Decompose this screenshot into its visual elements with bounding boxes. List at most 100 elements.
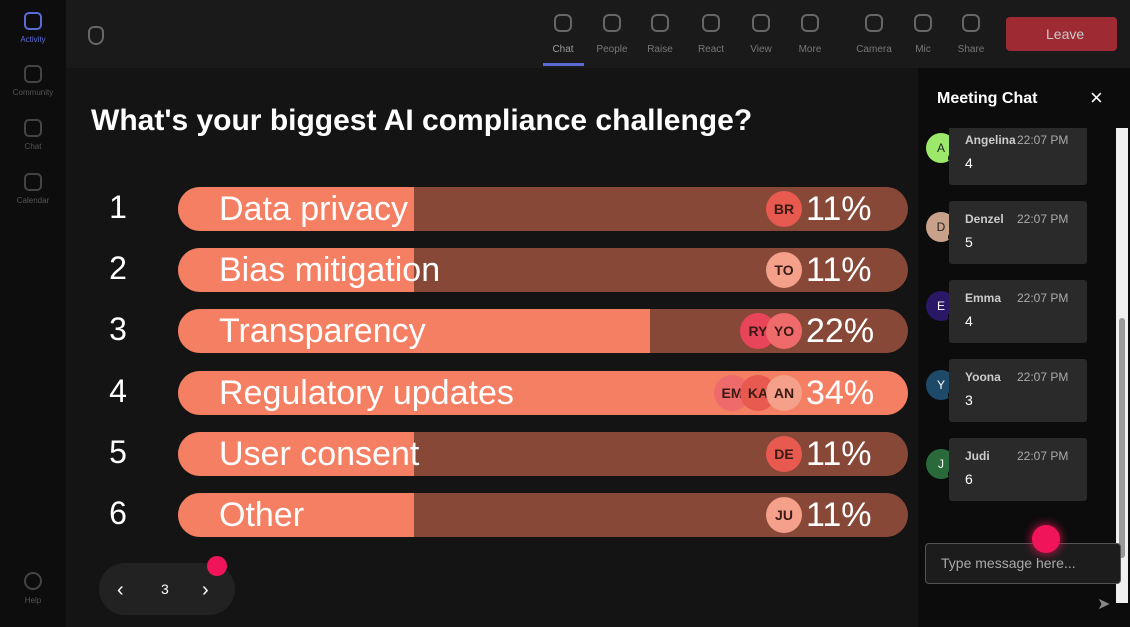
voter-avatar: JU <box>766 497 802 533</box>
option-label: Data privacy <box>219 190 408 228</box>
toolbar-item[interactable]: Raise <box>647 44 673 55</box>
toolbar-item[interactable]: More <box>798 44 822 55</box>
toolbar-item[interactable]: React <box>697 44 725 55</box>
sender-name: Judi <box>965 449 990 463</box>
toolbar-item[interactable]: Share <box>957 44 985 55</box>
toolbar: Chat People Raise React View More Camera Mic Sha… <box>66 0 1130 68</box>
option-fill <box>178 309 651 354</box>
option-label: Other <box>219 496 305 534</box>
message-input[interactable]: Type message here... <box>925 543 1121 584</box>
voter-avatar: DE <box>766 435 802 472</box>
sidebar-item[interactable]: Calendar <box>16 196 50 205</box>
message-text: 4 <box>965 313 973 329</box>
option-percent: 22% <box>806 312 875 351</box>
toolbar-icon <box>865 14 883 32</box>
prev-button[interactable]: ‹ <box>117 579 124 601</box>
toolbar-icon <box>801 14 819 32</box>
toolbar-item[interactable]: Camera <box>856 44 892 55</box>
option-bar: User consent DE 11% <box>178 431 908 476</box>
voter-avatar: BR <box>766 191 802 227</box>
message-text: 4 <box>965 155 973 171</box>
sidebar-icon <box>24 12 42 30</box>
option-percent: 11% <box>806 434 872 473</box>
message-time: 22:07 PM <box>1017 291 1069 305</box>
help-icon <box>24 572 42 590</box>
poll-question: What's your biggest AI compliance challe… <box>91 104 753 137</box>
message-bubble: Yoona 22:07 PM 3 <box>949 359 1087 422</box>
sidebar-icon <box>24 65 42 83</box>
message-text: 6 <box>965 471 973 487</box>
sender-name: Emma <box>965 291 1002 305</box>
sidebar-item[interactable]: Community <box>12 88 54 97</box>
next-button[interactable]: › <box>202 579 209 601</box>
sender-name: Yoona <box>965 370 1001 384</box>
toolbar-item[interactable]: Mic <box>915 44 931 55</box>
option-fill <box>178 248 415 293</box>
sidebar-item[interactable]: Activity <box>20 35 46 44</box>
option-label: Regulatory updates <box>219 373 514 412</box>
option-number: 5 <box>109 433 127 470</box>
voter-avatar: AN <box>766 374 802 411</box>
send-button[interactable]: ➤ <box>1097 596 1111 613</box>
voter-avatar: TO <box>766 252 802 289</box>
option-bar: Transparency RY YO 22% <box>178 309 908 354</box>
toolbar-icon <box>603 14 621 32</box>
option-percent: 34% <box>806 373 875 412</box>
scroll-thumb[interactable] <box>1119 318 1125 558</box>
close-button[interactable]: × <box>1090 85 1103 110</box>
message-text: 5 <box>965 234 973 250</box>
toolbar-item[interactable]: View <box>750 44 772 55</box>
option-percent: 11% <box>806 496 872 534</box>
option-percent: 11% <box>806 251 872 290</box>
toolbar-icon <box>651 14 669 32</box>
page-number: 3 <box>161 581 169 597</box>
help-item[interactable]: Help <box>24 596 42 605</box>
option-bar: Bias mitigation TO 11% <box>178 248 908 293</box>
sidebar: Activity Community Chat Calendar Help <box>0 0 66 627</box>
message-text: 3 <box>965 392 973 408</box>
message-bubble: Denzel 22:07 PM 5 <box>949 201 1087 264</box>
voter-avatar: YO <box>766 313 802 350</box>
sidebar-item[interactable]: Chat <box>24 142 42 151</box>
chat-panel: Meeting Chat × A Angelina 22:07 PM 4 D Denzel… <box>918 68 1130 627</box>
message-bubble: Emma 22:07 PM 4 <box>949 280 1087 343</box>
toolbar-item[interactable]: People <box>596 44 628 55</box>
option-number: 6 <box>109 495 127 531</box>
option-number: 4 <box>109 372 127 409</box>
toolbar-icon <box>962 14 980 32</box>
message-bubble: Judi 22:07 PM 6 <box>949 438 1087 501</box>
option-fill <box>178 187 415 231</box>
option-bar: Regulatory updates EM KA AN 34% <box>178 370 908 415</box>
shield-icon <box>88 26 104 45</box>
message-time: 22:07 PM <box>1017 449 1069 463</box>
toolbar-icon <box>752 14 770 32</box>
toolbar-icon <box>702 14 720 32</box>
scrollbar <box>1116 128 1128 603</box>
option-fill <box>178 493 415 537</box>
message-time: 22:07 PM <box>1017 370 1069 384</box>
option-number: 3 <box>109 311 127 348</box>
toolbar-icon <box>554 14 572 32</box>
toolbar-item[interactable]: Chat <box>552 44 574 55</box>
option-label: User consent <box>219 434 420 473</box>
sidebar-icon <box>24 173 42 191</box>
option-bar: Other JU 11% <box>178 493 908 537</box>
message-time: 22:07 PM <box>1017 212 1069 226</box>
notification-dot <box>207 556 227 576</box>
leave-button[interactable]: Leave <box>1006 17 1117 51</box>
option-percent: 11% <box>806 190 872 228</box>
option-number: 2 <box>109 250 127 287</box>
option-label: Transparency <box>219 312 426 351</box>
chat-title: Meeting Chat <box>937 90 1038 107</box>
sender-name: Angelina <box>965 133 1016 147</box>
toolbar-icon <box>914 14 932 32</box>
sender-name: Denzel <box>965 212 1004 226</box>
active-tab-indicator <box>543 63 584 66</box>
message-bubble: Angelina 22:07 PM 4 <box>949 128 1087 185</box>
option-label: Bias mitigation <box>219 251 441 290</box>
option-number: 1 <box>109 189 127 225</box>
sidebar-icon <box>24 119 42 137</box>
option-fill <box>178 431 415 476</box>
message-list: A Angelina 22:07 PM 4 D Denzel 22:07 PM 5 E Emma 2… <box>918 128 1116 603</box>
